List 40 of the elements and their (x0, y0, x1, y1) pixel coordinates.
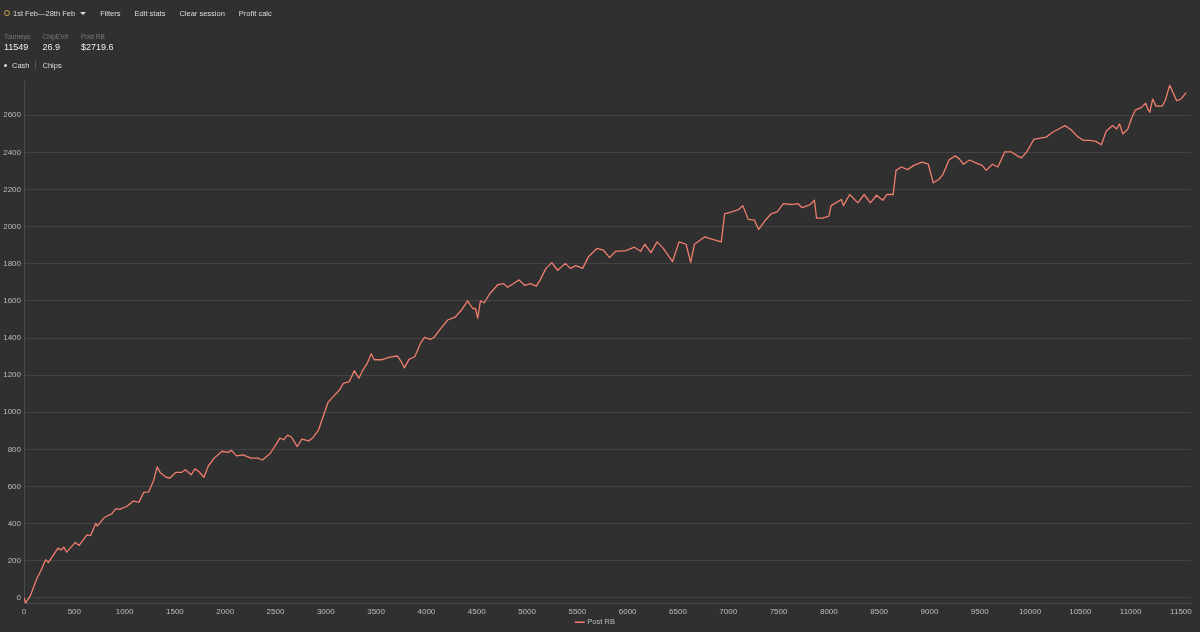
x-tick-label: 2000 (216, 606, 235, 616)
x-tick-label: 3000 (316, 606, 336, 616)
x-tick-label: 6000 (618, 606, 638, 616)
x-tick-label: 9000 (920, 606, 939, 616)
x-tick-label: 1000 (115, 606, 135, 616)
text: 11549 (4, 41, 30, 53)
y-tick-label: 1600 (3, 296, 22, 306)
y-tick-label: 2200 (3, 184, 22, 194)
y-tick-label: 2600 (3, 110, 22, 120)
y-tick-label: 2000 (3, 221, 22, 231)
y-tick-label: 1400 (3, 333, 22, 343)
x-tick-label: 1500 (166, 606, 185, 616)
x-tick-label: 10500 (1069, 606, 1093, 616)
x-tick-label: 8500 (870, 606, 889, 616)
x-tick-label: 2500 (266, 606, 285, 616)
x-tick-label: 500 (67, 606, 82, 616)
x-tick-label: 9500 (970, 606, 990, 616)
y-tick-label: 200 (7, 556, 22, 565)
x-tick-label: 4500 (467, 606, 487, 616)
y-tick-label: 400 (7, 518, 22, 528)
x-tick-label: 3500 (367, 606, 386, 616)
y-tick-label: 0 (16, 593, 22, 603)
x-tick-label: 11500 (1170, 606, 1193, 616)
y-tick-label: 800 (7, 444, 22, 454)
y-tick-label: 1000 (3, 407, 22, 417)
y-tick-label: 1200 (3, 370, 22, 380)
x-tick-label: 7000 (719, 606, 738, 616)
x-tick-label: 10000 (1018, 606, 1042, 616)
text: $2719.6 (81, 41, 115, 53)
x-tick-label: 5000 (518, 606, 537, 616)
y-tick-label: 2400 (3, 147, 22, 157)
y-tick-label: 1800 (3, 258, 22, 268)
x-tick-label: 8000 (819, 606, 839, 616)
y-tick-label: 600 (7, 481, 22, 491)
x-tick-label: 6500 (669, 606, 688, 616)
x-tick-label: 7500 (769, 606, 788, 616)
x-tick-label: 5500 (568, 606, 587, 616)
text: 26.9 (42, 41, 62, 53)
x-tick-label: 11000 (1119, 606, 1143, 616)
x-tick-label: 4000 (417, 606, 436, 616)
